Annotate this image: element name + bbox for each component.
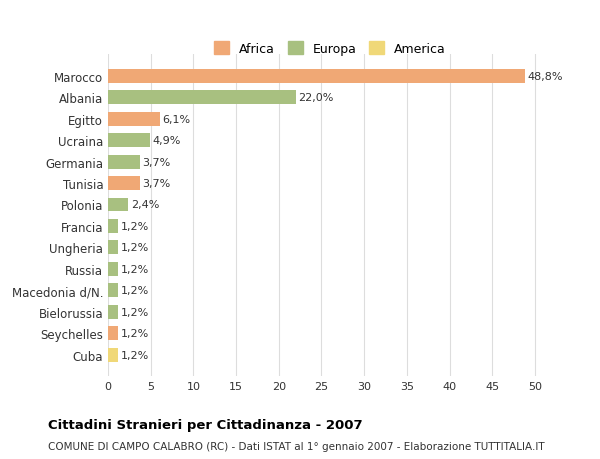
Bar (108, 198, 128, 212)
Text: 1,2%: 1,2% (121, 264, 149, 274)
Text: 1,2%: 1,2% (121, 329, 149, 338)
Text: 2,4%: 2,4% (131, 200, 160, 210)
Bar (108, 262, 118, 276)
Bar (108, 326, 118, 341)
Bar (108, 134, 150, 148)
Text: 3,7%: 3,7% (142, 157, 170, 167)
Text: 22,0%: 22,0% (298, 93, 334, 103)
Text: 3,7%: 3,7% (142, 179, 170, 189)
Legend: Africa, Europa, America: Africa, Europa, America (208, 36, 452, 62)
Bar (108, 284, 118, 297)
Text: 4,9%: 4,9% (152, 136, 181, 146)
Text: 48,8%: 48,8% (527, 72, 563, 82)
Bar (108, 241, 118, 255)
Text: 1,2%: 1,2% (121, 350, 149, 360)
Text: 1,2%: 1,2% (121, 285, 149, 296)
Bar (108, 112, 160, 126)
Text: 1,2%: 1,2% (121, 221, 149, 231)
Bar (108, 70, 524, 84)
Bar (108, 348, 118, 362)
Bar (108, 155, 140, 169)
Text: COMUNE DI CAMPO CALABRO (RC) - Dati ISTAT al 1° gennaio 2007 - Elaborazione TUTT: COMUNE DI CAMPO CALABRO (RC) - Dati ISTA… (48, 441, 545, 451)
Bar (108, 177, 140, 190)
Text: Cittadini Stranieri per Cittadinanza - 2007: Cittadini Stranieri per Cittadinanza - 2… (48, 418, 362, 431)
Text: 6,1%: 6,1% (163, 114, 191, 124)
Bar (108, 219, 118, 233)
Text: 1,2%: 1,2% (121, 307, 149, 317)
Text: 1,2%: 1,2% (121, 243, 149, 253)
Bar (108, 305, 118, 319)
Bar (108, 91, 296, 105)
